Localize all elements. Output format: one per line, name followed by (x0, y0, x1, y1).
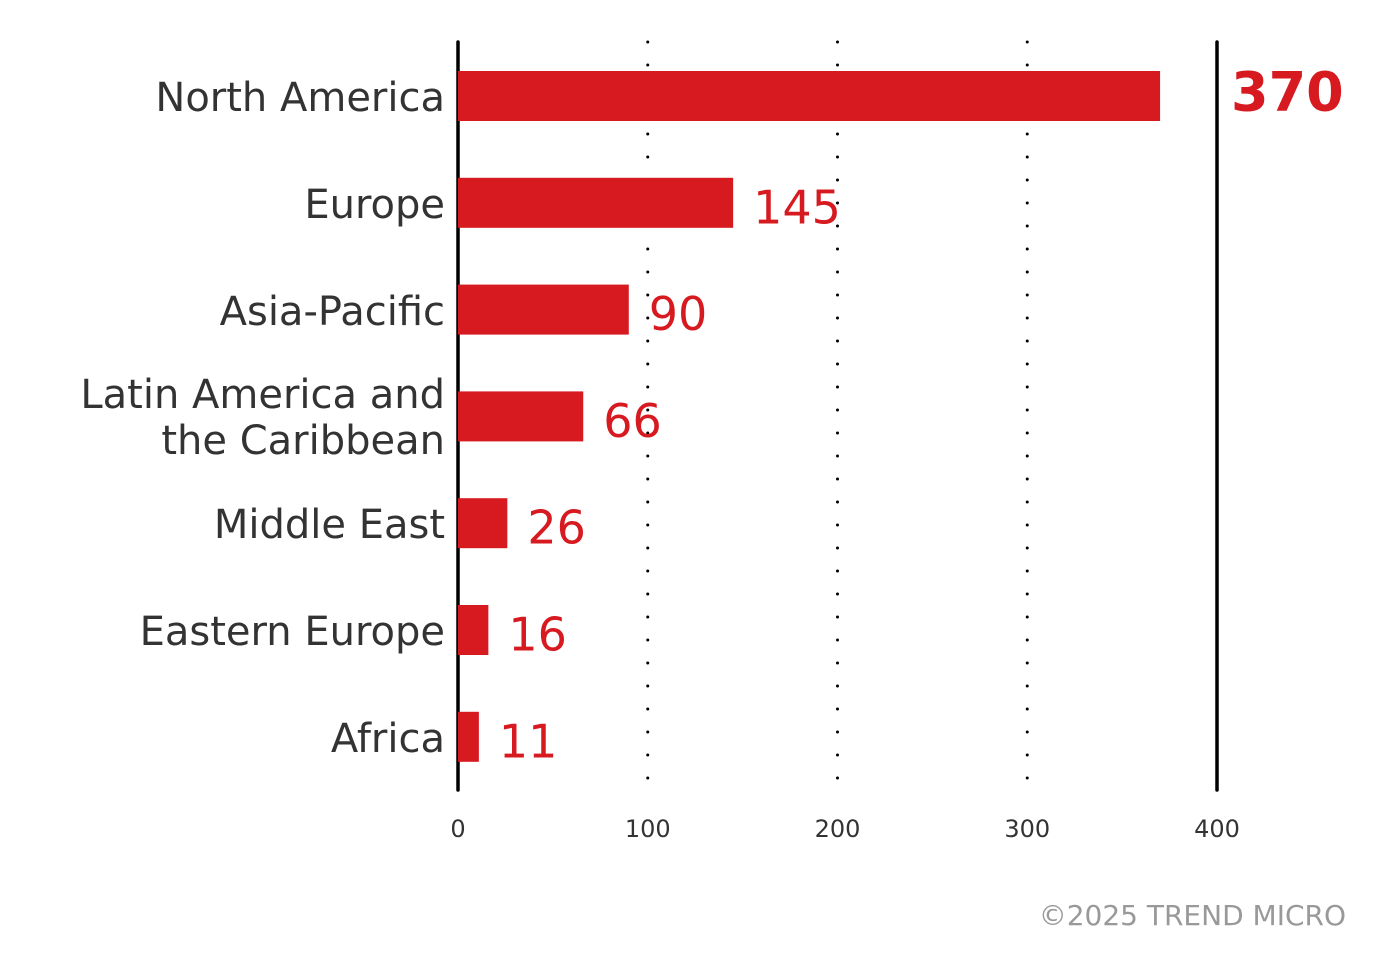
x-tick-label: 0 (450, 815, 465, 843)
category-label: Middle East (213, 502, 445, 549)
bar (458, 605, 489, 655)
bar (458, 498, 508, 549)
category-label: Europe (304, 181, 445, 228)
bar (458, 391, 584, 442)
value-label: 145 (753, 180, 841, 234)
bar (458, 711, 479, 762)
x-tick-label: 100 (625, 815, 671, 843)
bar (458, 177, 734, 228)
x-tick-label: 400 (1194, 815, 1240, 843)
bar (458, 284, 629, 335)
footer: ©2025 TREND MICRO (1039, 899, 1346, 932)
category-label: Eastern Europe (139, 609, 445, 655)
x-tick-label: 300 (1004, 815, 1050, 843)
value-label: 66 (603, 394, 662, 448)
value-label: 11 (499, 714, 558, 768)
category-label: North America (155, 75, 445, 121)
category-label: Asia-Pacific (219, 288, 445, 335)
value-label: 90 (649, 287, 708, 341)
x-tick-label: 200 (815, 815, 861, 843)
value-label: 26 (527, 501, 586, 555)
category-label: Latin America and the Caribbean (80, 372, 445, 465)
value-label: 16 (508, 608, 567, 662)
bar (458, 71, 1161, 121)
category-label: Africa (330, 715, 445, 762)
value-label: 370 (1231, 61, 1344, 124)
